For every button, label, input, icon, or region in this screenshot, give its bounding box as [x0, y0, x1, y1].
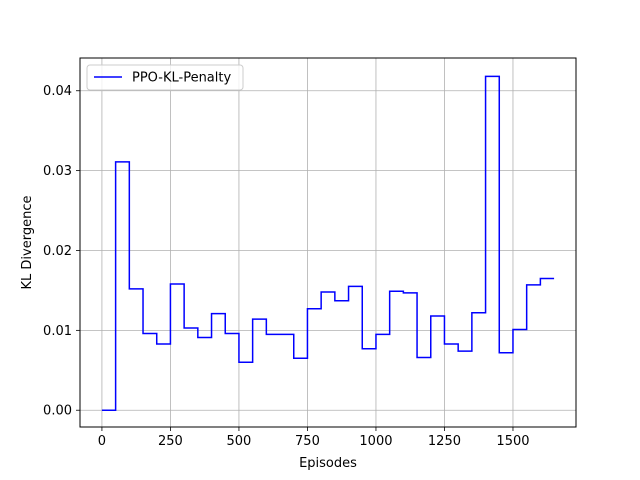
x-tick-label: 1000	[359, 434, 392, 449]
x-tick-label: 250	[158, 434, 183, 449]
legend-label: PPO-KL-Penalty	[132, 71, 231, 86]
series-layer	[101, 75, 555, 411]
x-tick-label: 1500	[496, 434, 529, 449]
legend-frame	[86, 64, 244, 91]
x-axis-label: Episodes	[299, 456, 357, 471]
y-tick-label: 0.03	[43, 164, 72, 179]
x-axis: 0 250 500 750 1000 1250 1500	[98, 427, 530, 449]
grid	[80, 58, 576, 427]
y-axis-label: KL Divergence	[20, 196, 35, 290]
x-tick-label: 1250	[428, 434, 461, 449]
y-tick-label: 0.00	[43, 404, 72, 419]
series-line	[101, 75, 555, 411]
plot-area-frame	[79, 57, 577, 428]
y-tick-label: 0.04	[43, 84, 72, 99]
y-axis: 0.00 0.01 0.02 0.03 0.04	[43, 84, 80, 419]
x-tick-label: 0	[98, 434, 106, 449]
legend: PPO-KL-Penalty	[86, 64, 244, 91]
y-tick-label: 0.02	[43, 244, 72, 259]
x-tick-label: 750	[295, 434, 320, 449]
y-tick-label: 0.01	[43, 324, 72, 339]
x-tick-label: 500	[227, 434, 252, 449]
